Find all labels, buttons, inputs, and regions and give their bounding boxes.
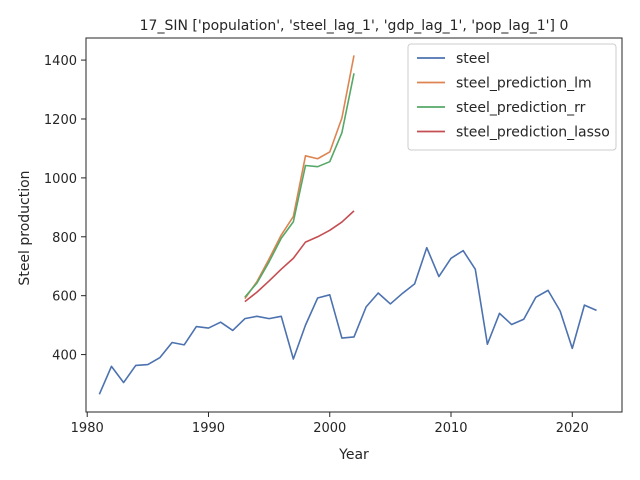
x-axis-label: Year [338, 447, 369, 463]
y-tick-label: 800 [52, 231, 77, 246]
x-tick-label: 2010 [434, 421, 467, 436]
series-line-steel-prediction-lasso [244, 210, 355, 303]
y-axis-label: Steel production [17, 170, 33, 285]
x-tick-label: 2000 [313, 421, 346, 436]
x-axis: 1980 1990 2000 2010 2020 [71, 412, 589, 436]
plot-frame [85, 37, 623, 413]
legend-box [407, 43, 617, 151]
series-line-steel-prediction-lm [244, 55, 355, 300]
y-tick-label: 1200 [44, 113, 77, 128]
legend-entry: steel_prediction_lasso [456, 125, 610, 141]
plot-area [85, 37, 623, 413]
legend-entry: steel_prediction_lm [456, 76, 592, 92]
x-tick-label: 1990 [192, 421, 225, 436]
y-tick-label: 400 [52, 349, 77, 364]
legend-entry: steel [456, 51, 490, 67]
y-axis: 400 600 800 1000 1200 1400 [44, 54, 86, 364]
x-tick-label: 1980 [71, 421, 104, 436]
y-tick-label: 1400 [44, 54, 77, 69]
y-tick-label: 1000 [44, 172, 77, 187]
chart-title: 17_SIN ['population', 'steel_lag_1', 'gd… [140, 18, 569, 34]
legend-entry: steel_prediction_rr [456, 100, 586, 116]
series-line-steel [98, 246, 597, 395]
series-line-steel-prediction-rr [244, 73, 355, 298]
legend: steel steel_prediction_lm steel_prediction… [407, 43, 617, 151]
series-lines [98, 55, 597, 395]
y-tick-label: 600 [52, 290, 77, 305]
x-tick-label: 2020 [556, 421, 589, 436]
